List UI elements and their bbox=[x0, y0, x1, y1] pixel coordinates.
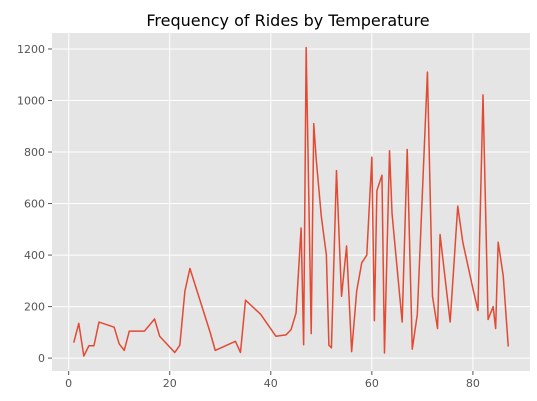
y-tick-label: 1000 bbox=[17, 94, 45, 107]
y-tick-label: 800 bbox=[24, 146, 45, 159]
plot-area bbox=[52, 33, 530, 371]
y-tick-label: 1200 bbox=[17, 43, 45, 56]
x-tick-label: 80 bbox=[466, 377, 480, 390]
x-tick-label: 60 bbox=[365, 377, 379, 390]
y-tick-label: 0 bbox=[38, 352, 45, 365]
x-tick-label: 0 bbox=[65, 377, 72, 390]
x-tick-label: 40 bbox=[264, 377, 278, 390]
x-tick-label: 20 bbox=[163, 377, 177, 390]
y-tick-label: 600 bbox=[24, 198, 45, 211]
y-tick-label: 200 bbox=[24, 301, 45, 314]
chart-title: Frequency of Rides by Temperature bbox=[146, 11, 429, 30]
y-tick-label: 400 bbox=[24, 249, 45, 262]
